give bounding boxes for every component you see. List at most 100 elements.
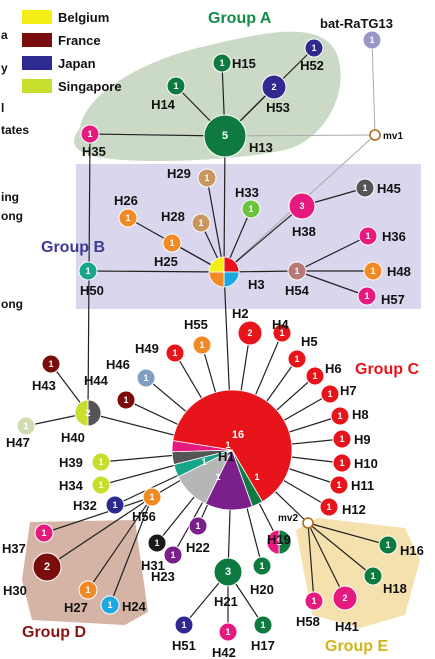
node-slice (363, 261, 383, 281)
node-slice (319, 497, 339, 517)
haplotype-label-h18: H18 (383, 581, 407, 596)
side-fragment: ong (1, 209, 23, 223)
node-slice (32, 552, 62, 582)
node-count: 1 (294, 266, 299, 276)
node-count: 1 (195, 521, 200, 531)
node-slice (171, 440, 233, 453)
haplotype-label-h10: H10 (354, 456, 378, 471)
haplotype-label-h23: H23 (151, 569, 175, 584)
node-slice (142, 487, 162, 507)
haplotype-node-h12: 1 (319, 497, 339, 517)
edge-H13-H35 (89, 133, 226, 137)
node-count: 1 (112, 500, 117, 510)
edge-H56-H37 (43, 496, 153, 534)
node-slice (355, 178, 375, 198)
median-vector-label: mv2 (278, 513, 298, 524)
haplotype-label-h21: H21 (214, 594, 238, 609)
legend: Belgium France Japan Singapore (22, 10, 122, 94)
node-count: 1 (259, 561, 264, 571)
haplotype-label-h27: H27 (64, 600, 88, 615)
haplotype-node-h46: 1 (136, 368, 156, 388)
node-slice (91, 452, 111, 472)
haplotype-label-h20: H20 (250, 582, 274, 597)
haplotype-label-h29: H29 (167, 166, 191, 181)
node-slice (332, 453, 352, 473)
haplotype-node-h56: 1 (142, 487, 162, 507)
node-slice (252, 556, 272, 576)
node-count: 1 (311, 43, 316, 53)
node-slice (136, 368, 156, 388)
node-count: 5 (222, 130, 228, 142)
haplotype-label-h4: H4 (272, 317, 289, 332)
haplotype-label-h37: H37 (2, 541, 26, 556)
median-vectors: mv1 mv2 (278, 129, 403, 529)
haplotype-label-h17: H17 (251, 638, 275, 653)
legend-swatch-france (22, 33, 52, 47)
haplotype-label-h24: H24 (122, 599, 147, 614)
legend-label-singapore: Singapore (58, 79, 122, 94)
haplotype-label-h49: H49 (135, 341, 159, 356)
haplotype-node-h30: 2 (32, 552, 62, 582)
node-slice (237, 320, 263, 346)
side-fragment: l (1, 101, 4, 115)
haplotype-label-h40: H40 (61, 430, 85, 445)
node-count: 1 (204, 173, 209, 183)
haplotype-node-h39: 1 (91, 452, 111, 472)
node-count: 3 (299, 201, 304, 211)
node-count: 2 (44, 561, 50, 573)
haplotype-node-h42: 1 (218, 622, 238, 642)
haplotype-label-h31: H31 (141, 558, 165, 573)
node-slice (304, 591, 324, 611)
haplotype-label-h7: H7 (340, 383, 357, 398)
node-count: 1 (85, 585, 90, 595)
side-fragment: tates (1, 123, 29, 137)
node-slice (261, 74, 287, 100)
node-count: 1 (312, 371, 317, 381)
node-slice (212, 53, 232, 73)
haplotype-label-h34: H34 (59, 478, 84, 493)
haplotype-label-h46: H46 (106, 357, 130, 372)
node-count: 1 (260, 620, 265, 630)
haplotype-node-h24: 1 (100, 595, 120, 615)
haplotype-label-h51: H51 (172, 638, 196, 653)
group-c-label: Group C (355, 361, 419, 378)
node-slice (357, 286, 377, 306)
haplotype-node-h31: 1 (147, 533, 167, 553)
node-count: 1 (48, 359, 53, 369)
haplotype-label-h39: H39 (59, 455, 83, 470)
node-count: 1 (365, 231, 370, 241)
haplotype-node-h41: 2 (332, 585, 358, 611)
node-count: 1 (326, 502, 331, 512)
node-slice (197, 168, 217, 188)
node-slice (272, 323, 292, 343)
node-slice (41, 354, 61, 374)
haplotype-label-h52: H52 (300, 58, 324, 73)
node-slice (16, 416, 36, 436)
node-slice (288, 192, 316, 220)
haplotype-label-h36: H36 (382, 229, 406, 244)
haplotype-node-h4: 1 (272, 323, 292, 343)
node-count: 1 (198, 218, 203, 228)
edge-H3-H50 (87, 270, 225, 273)
node-slice (163, 545, 183, 565)
node-count: 1 (170, 550, 175, 560)
haplotype-node-h19: 2 (266, 529, 292, 555)
haplotype-node-h43: 1 (41, 354, 61, 374)
haplotype-node-bat: 1 (362, 30, 382, 50)
side-fragment: a (1, 28, 8, 42)
haplotype-node-h53: 2 (261, 74, 287, 100)
node-slice (192, 335, 212, 355)
node-count: 2 (271, 82, 276, 92)
node-slice (78, 580, 98, 600)
haplotype-node-h16: 1 (378, 535, 398, 555)
haplotype-node-h28: 1 (191, 213, 211, 233)
haplotype-node-h58: 1 (304, 591, 324, 611)
node-slice (329, 475, 349, 495)
node-slice (91, 475, 111, 495)
haplotype-label-h2: H2 (232, 306, 249, 321)
haplotype-node-h9: 1 (332, 429, 352, 449)
group-e-region (296, 518, 420, 628)
node-count: 1 (23, 421, 28, 431)
haplotype-node-h33: 1 (241, 199, 261, 219)
